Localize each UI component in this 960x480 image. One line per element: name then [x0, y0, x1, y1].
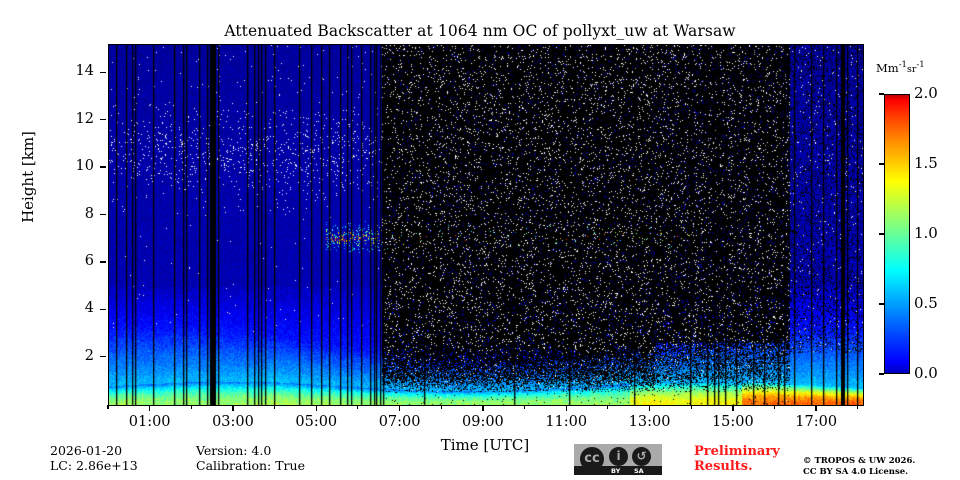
colorbar-tick-mark [879, 233, 884, 235]
y-axis: 2 4 6 8 10 12 14 [0, 44, 106, 404]
footer-calibration: Calibration: True [196, 458, 305, 473]
x-tick-mark [815, 405, 817, 411]
x-tick-mark-minor [190, 405, 192, 409]
y-tick-label: 2 [84, 347, 94, 364]
x-tick-mark-minor [107, 405, 109, 409]
x-tick-mark-minor [690, 405, 692, 409]
x-tick-mark-minor [357, 405, 359, 409]
x-tick-mark-minor [857, 405, 859, 409]
page-title: Attenuated Backscatter at 1064 nm OC of … [224, 22, 736, 40]
colorbar-tick-label: 0.0 [914, 364, 938, 382]
x-tick-label: 17:00 [795, 414, 838, 430]
x-tick-label: 01:00 [128, 414, 171, 430]
preliminary-line-2: Results. [694, 458, 753, 474]
y-tick-mark [100, 355, 106, 358]
x-axis: 01:00 03:00 05:00 07:00 09:00 11:00 13:00 15:00… [107, 405, 862, 435]
x-tick-mark [315, 405, 317, 411]
cc-by-label: BY [611, 466, 621, 475]
y-tick-mark [100, 261, 106, 263]
colorbar-gradient [884, 94, 910, 374]
colorbar-unit-label: Mm-1sr-1 [876, 60, 925, 75]
cc-sa-glyph: ↺ [636, 449, 647, 463]
colorbar[interactable]: 0.0 0.5 1.0 1.5 2.0 [879, 84, 938, 382]
cc-license-badge[interactable]: cc i ↺ BY SA [574, 444, 662, 475]
x-tick-mark [398, 405, 401, 411]
y-tick-mark [100, 119, 106, 121]
x-tick-mark-minor [773, 405, 775, 409]
colorbar-tick-mark [879, 373, 884, 375]
x-tick-mark [148, 405, 151, 411]
colorbar-unit-mm: Mm [876, 60, 899, 75]
y-tick-label: 14 [75, 63, 94, 80]
y-tick-label: 10 [75, 158, 94, 175]
y-axis-label: Height [km] [19, 131, 37, 223]
backscatter-heatmap-canvas[interactable] [109, 45, 863, 405]
x-tick-mark-minor [273, 405, 276, 409]
x-tick-mark-minor [440, 405, 442, 409]
x-tick-mark [232, 405, 234, 411]
y-tick-mark [100, 308, 106, 310]
heatmap-plot-area[interactable] [108, 44, 864, 406]
colorbar-unit-exp2: -1 [916, 60, 925, 70]
copyright-line-1: © TROPOS & UW 2026. [803, 456, 916, 466]
x-tick-label: 13:00 [628, 414, 671, 430]
x-tick-mark-minor [607, 405, 609, 409]
y-tick-mark [100, 71, 106, 74]
cc-by-glyph: i [616, 449, 621, 463]
cc-badge-bar: BY SA [574, 466, 662, 475]
colorbar-tick-label: 1.0 [914, 224, 938, 242]
colorbar-tick-mark [879, 303, 884, 305]
x-tick-label: 09:00 [462, 414, 504, 430]
copyright-line-2: CC BY SA 4.0 License. [803, 466, 909, 477]
y-tick-mark [100, 166, 106, 168]
x-tick-label: 11:00 [545, 414, 588, 430]
preliminary-results-notice: Preliminary Results. [694, 444, 780, 474]
colorbar-tick-label: 0.5 [914, 294, 938, 312]
footer-lidar-constant: LC: 2.86e+13 [50, 458, 138, 473]
colorbar-tick-label: 2.0 [914, 84, 938, 102]
x-tick-label: 15:00 [711, 414, 754, 430]
x-tick-mark [732, 405, 734, 411]
cc-by-icon: i [609, 447, 628, 466]
colorbar-tick-mark [879, 163, 884, 165]
cc-sa-label: SA [634, 466, 644, 475]
x-tick-label: 05:00 [295, 414, 338, 430]
x-tick-mark [648, 405, 651, 411]
y-tick-label: 4 [84, 300, 94, 317]
colorbar-tick-mark [879, 93, 884, 95]
copyright-notice: © TROPOS & UW 2026. CC BY SA 4.0 License… [803, 456, 915, 477]
footer-date: 2026-01-20 [50, 443, 123, 458]
x-tick-mark-minor [523, 405, 526, 409]
x-tick-mark [482, 405, 484, 411]
y-tick-label: 8 [84, 205, 94, 222]
preliminary-line-1: Preliminary [694, 444, 780, 459]
x-tick-label: 03:00 [212, 414, 254, 430]
x-tick-label: 07:00 [378, 414, 421, 430]
cc-sa-icon: ↺ [632, 447, 651, 466]
y-tick-mark [100, 213, 106, 216]
footer-version: Version: 4.0 [196, 443, 272, 458]
colorbar-unit-sr: sr [906, 63, 917, 75]
colorbar-unit-exp1: -1 [898, 60, 907, 70]
cc-icon-label: cc [584, 451, 600, 466]
x-tick-mark [565, 405, 567, 411]
y-tick-label: 12 [75, 110, 94, 127]
x-axis-label: Time [UTC] [440, 436, 530, 454]
y-tick-label: 6 [84, 252, 94, 269]
colorbar-tick-label: 1.5 [914, 154, 938, 172]
